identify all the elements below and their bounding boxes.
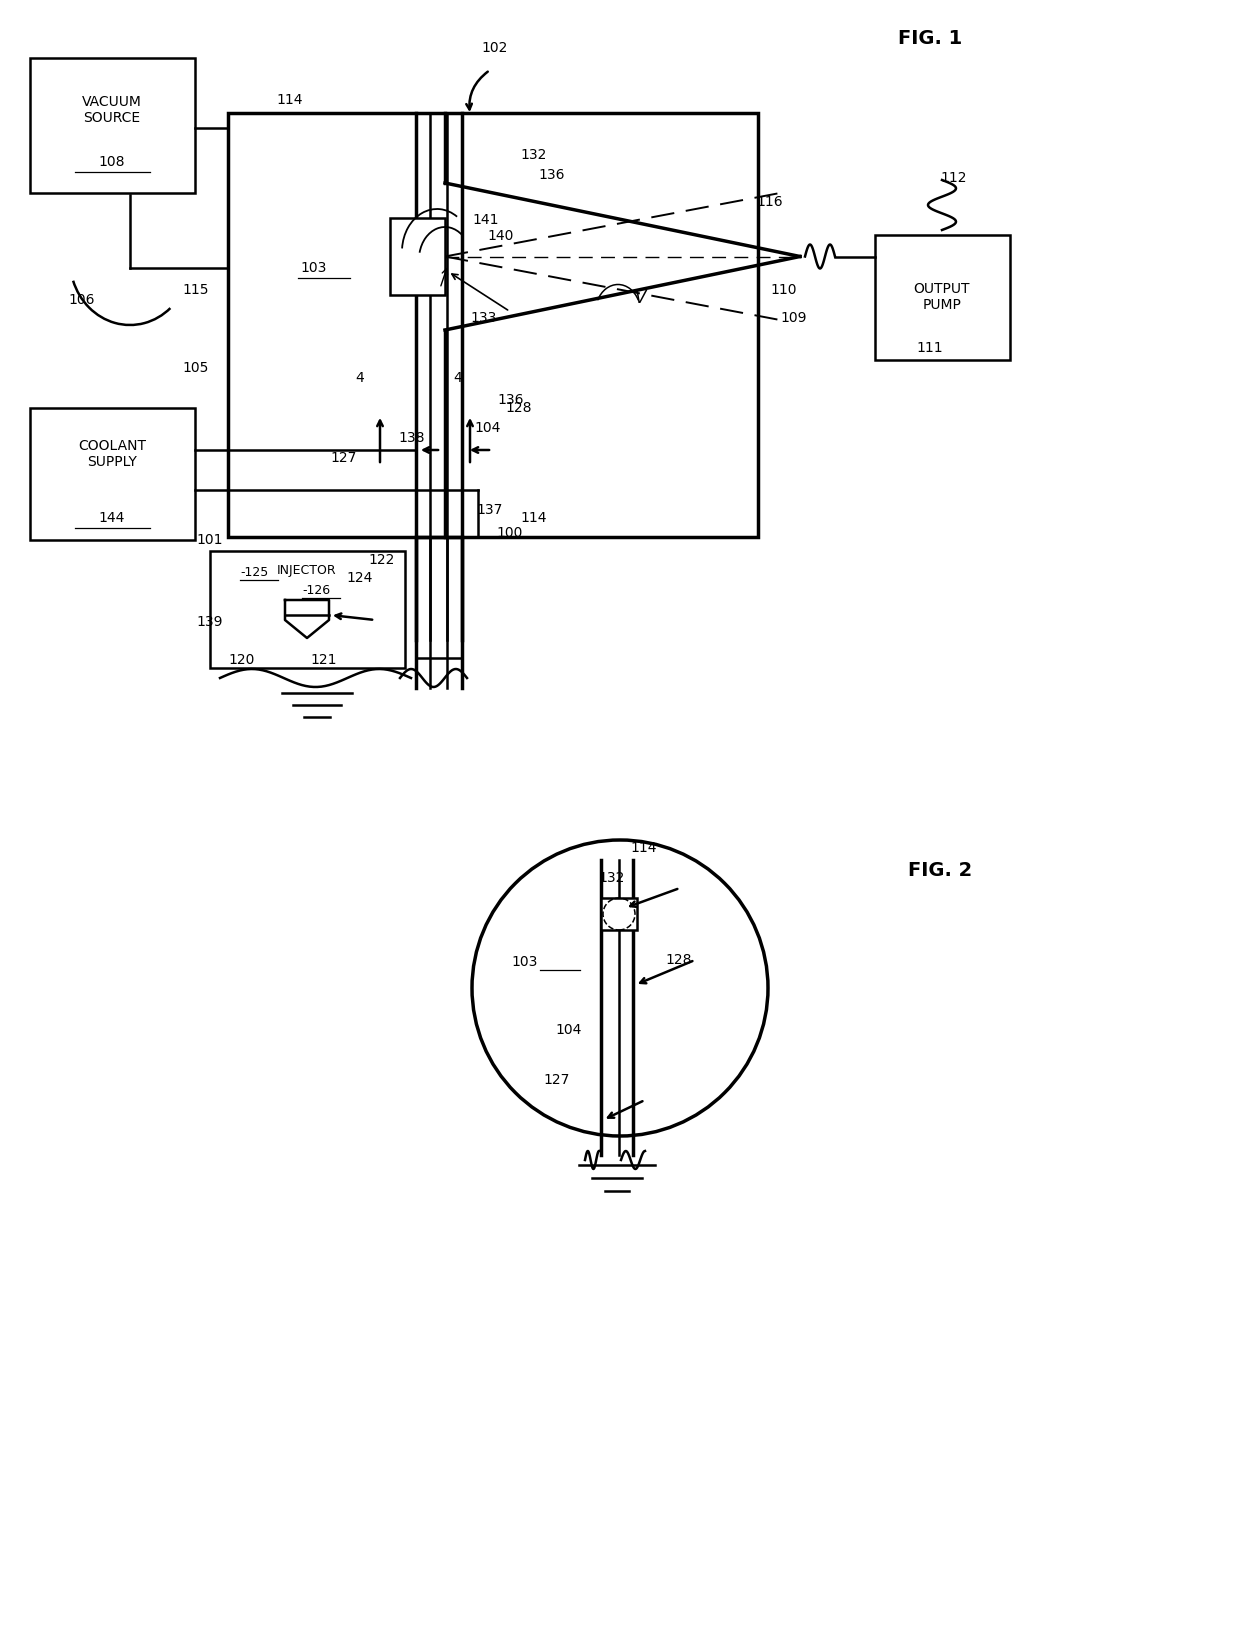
Text: 4: 4 (454, 371, 463, 386)
Bar (875, 235, 1011, 359)
Text: 103: 103 (300, 261, 326, 275)
Ellipse shape (472, 840, 768, 1136)
Bar (30, 57, 195, 193)
Text: 139: 139 (196, 614, 222, 629)
Text: -125: -125 (241, 565, 268, 578)
Text: 115: 115 (182, 283, 208, 297)
Bar (228, 113, 758, 538)
Text: -126: -126 (303, 583, 330, 596)
Text: 128: 128 (505, 400, 532, 415)
Text: 109: 109 (780, 310, 806, 325)
Text: 140: 140 (487, 229, 513, 243)
Text: 124: 124 (346, 570, 372, 585)
Text: 144: 144 (99, 511, 125, 525)
Text: 138: 138 (398, 431, 424, 444)
Text: 114: 114 (520, 511, 547, 525)
Text: 108: 108 (99, 155, 125, 168)
Text: 136: 136 (538, 168, 564, 181)
Text: 128: 128 (665, 953, 692, 967)
Text: 120: 120 (228, 654, 254, 667)
Text: 102: 102 (482, 41, 508, 56)
Text: 4: 4 (356, 371, 365, 386)
Text: 132: 132 (598, 871, 625, 886)
Bar (601, 899, 637, 930)
Text: 114: 114 (630, 842, 656, 855)
Text: 133: 133 (470, 310, 496, 325)
Text: 101: 101 (196, 533, 222, 547)
Text: 104: 104 (556, 1023, 582, 1038)
Text: 141: 141 (472, 212, 498, 227)
Text: FIG. 2: FIG. 2 (908, 861, 972, 879)
Text: INJECTOR: INJECTOR (278, 564, 337, 577)
Text: 114: 114 (277, 93, 304, 106)
Text: 132: 132 (520, 149, 547, 162)
Text: 103: 103 (512, 954, 538, 969)
Text: V: V (635, 289, 646, 307)
Text: 111: 111 (916, 342, 942, 355)
Text: 136: 136 (497, 394, 523, 407)
Text: VACUUM
SOURCE: VACUUM SOURCE (82, 95, 141, 126)
Text: 105: 105 (182, 361, 208, 374)
Text: 112: 112 (940, 172, 966, 185)
Text: 104: 104 (474, 422, 501, 435)
Bar (210, 551, 405, 668)
Bar (391, 217, 445, 296)
Text: 121: 121 (310, 654, 336, 667)
Text: 116: 116 (756, 194, 782, 209)
Text: FIG. 1: FIG. 1 (898, 28, 962, 47)
Text: OUTPUT
PUMP: OUTPUT PUMP (914, 283, 970, 312)
Bar (30, 408, 195, 539)
Text: 127: 127 (330, 451, 356, 466)
Text: 137: 137 (476, 503, 502, 516)
Text: 127: 127 (543, 1074, 569, 1087)
Text: 106: 106 (68, 292, 94, 307)
Text: 110: 110 (770, 283, 796, 297)
Text: 122: 122 (368, 552, 394, 567)
Text: COOLANT
SUPPLY: COOLANT SUPPLY (78, 440, 146, 469)
Text: 100: 100 (496, 526, 522, 539)
